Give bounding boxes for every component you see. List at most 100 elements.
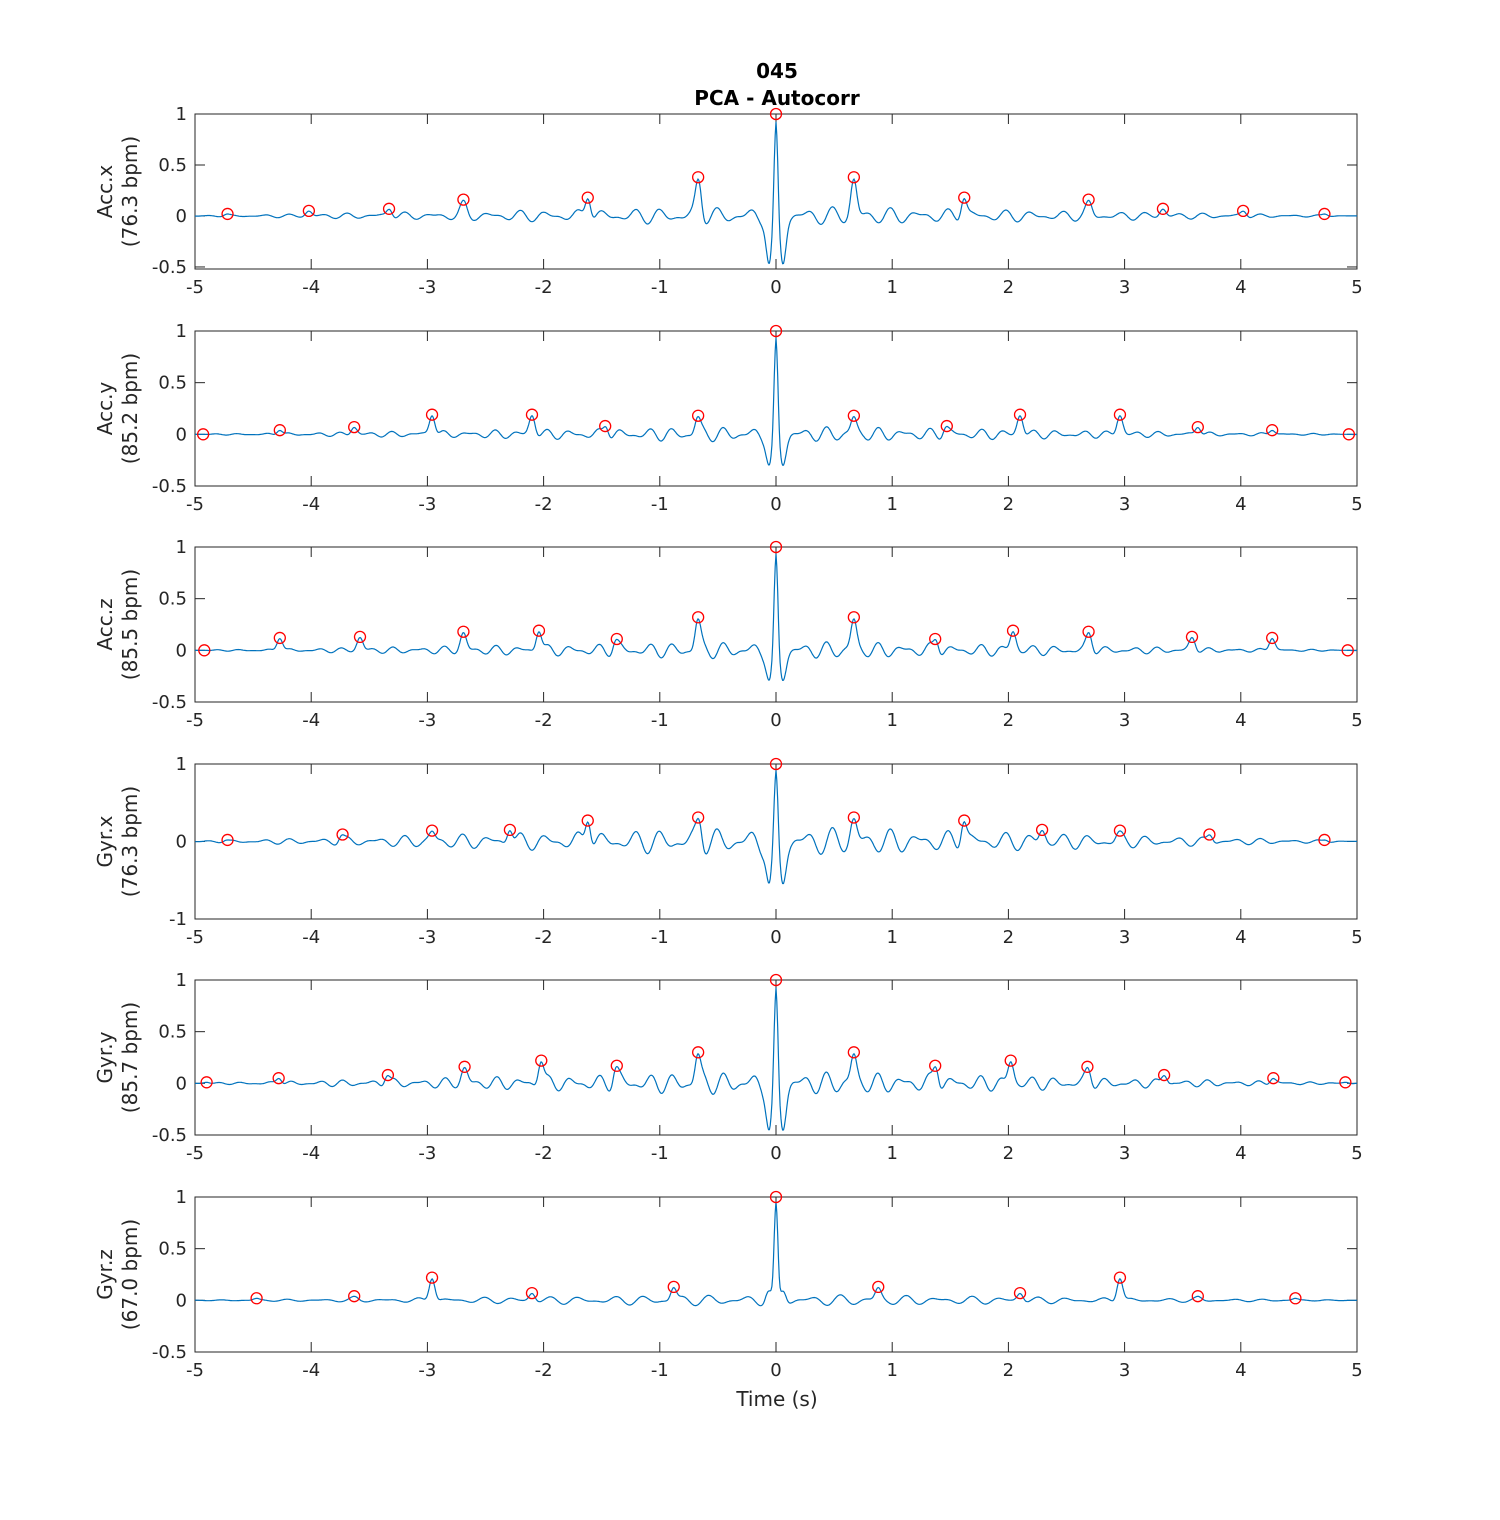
peak-marker — [691, 811, 705, 824]
x-tick-label: 1 — [886, 1360, 897, 1381]
peak-marker — [200, 1076, 213, 1089]
y-tick-label: 0 — [176, 206, 187, 227]
y-tick-label: 0 — [176, 1073, 187, 1094]
x-tick-label: -5 — [186, 1360, 204, 1381]
subplot-1: -5 -4 -3 -2 -1 0 1 2 3 4 5 -0.5 0 0.5 1 Acc.x (76.3 bpm) — [93, 104, 1363, 298]
peak-marker — [1266, 631, 1279, 645]
x-tick-label: 2 — [1003, 277, 1014, 298]
peak-marker — [525, 1286, 539, 1300]
peak-marker — [458, 1060, 471, 1073]
x-tick-label: 5 — [1351, 927, 1362, 948]
peak-marker — [1266, 424, 1279, 437]
x-tick-label: 0 — [770, 710, 781, 731]
peak-marker — [273, 631, 286, 645]
peak-marker — [1113, 408, 1127, 421]
y-axis-label-line1: Acc.y — [93, 382, 117, 436]
x-tick-label: 2 — [1003, 710, 1014, 731]
x-tick-label: -4 — [302, 1143, 320, 1164]
peak-marker — [1013, 1286, 1027, 1300]
peak-marker — [1004, 1054, 1017, 1067]
x-tick-label: 0 — [770, 1360, 781, 1381]
peak-marker — [250, 1292, 263, 1305]
peak-marker — [847, 1046, 861, 1059]
peak-marker — [1339, 1076, 1352, 1089]
y-tick-label: -1 — [169, 909, 187, 930]
x-tick-label: 0 — [770, 494, 781, 515]
autocorr-series-line — [195, 553, 1358, 681]
peak-marker — [348, 1290, 361, 1303]
y-tick-label: 1 — [176, 754, 187, 775]
y-tick-label: -0.5 — [152, 257, 187, 278]
y-axis-label-line2: (76.3 bpm) — [118, 136, 142, 247]
subplot-2: -5 -4 -3 -2 -1 0 1 2 3 4 5 -0.5 0 0.5 1 Acc.y (85.2 bpm) — [93, 321, 1363, 515]
subplot-6: -5 -4 -3 -2 -1 0 1 2 3 4 5 -0.5 0 0.5 1 Gyr.z (67.0 bpm) — [93, 1187, 1363, 1381]
peak-marker — [581, 814, 594, 827]
x-tick-label: 4 — [1235, 277, 1246, 298]
y-tick-label: -0.5 — [152, 1342, 187, 1363]
peak-marker — [273, 424, 286, 437]
peak-marker — [457, 625, 470, 638]
x-tick-label: 2 — [1003, 1360, 1014, 1381]
peak-marker — [272, 1072, 285, 1085]
x-tick-label: 5 — [1351, 494, 1362, 515]
y-tick-label: -0.5 — [152, 1125, 187, 1146]
peak-marker — [847, 611, 861, 624]
x-tick-label: -5 — [186, 927, 204, 948]
peak-marker — [1191, 1290, 1204, 1303]
peak-marker — [1185, 630, 1199, 644]
peak-marker — [1013, 408, 1027, 421]
figure-title-line2: PCA - Autocorr — [694, 86, 860, 110]
axes-box — [194, 330, 1358, 487]
y-tick-label: -0.5 — [152, 692, 187, 713]
y-tick-label: 1 — [176, 321, 187, 342]
x-tick-label: 0 — [770, 1143, 781, 1164]
x-tick-label: 4 — [1235, 927, 1246, 948]
peak-marker — [610, 632, 623, 646]
x-tick-label: 3 — [1119, 927, 1130, 948]
x-tick-label: -2 — [535, 710, 553, 731]
autocorr-series-line — [195, 337, 1357, 466]
peak-marker — [1342, 428, 1356, 441]
x-tick-label: 3 — [1119, 277, 1130, 298]
x-tick-label: -3 — [418, 494, 436, 515]
x-tick-label: 3 — [1119, 1143, 1130, 1164]
peak-marker — [302, 204, 316, 218]
x-tick-label: -1 — [651, 277, 669, 298]
peak-marker — [1289, 1292, 1302, 1305]
y-axis-label-line2: (85.2 bpm) — [118, 353, 142, 464]
peak-marker — [221, 833, 234, 847]
axes-box — [194, 546, 1358, 703]
y-axis-label-line2: (67.0 bpm) — [118, 1219, 142, 1330]
y-tick-label: 1 — [176, 104, 187, 125]
peak-marker — [691, 1046, 705, 1059]
peak-marker — [581, 191, 594, 204]
x-tick-label: -4 — [302, 494, 320, 515]
peak-marker — [929, 1059, 942, 1072]
x-tick-label: 3 — [1119, 710, 1130, 731]
x-tick-label: 4 — [1235, 1143, 1246, 1164]
y-tick-label: 0.5 — [158, 373, 187, 394]
autocorr-series-line — [195, 770, 1358, 885]
axes-box — [194, 1196, 1358, 1353]
axes-box — [194, 979, 1358, 1136]
x-tick-label: 1 — [886, 277, 897, 298]
x-tick-label: 1 — [886, 710, 897, 731]
peak-marker — [929, 632, 942, 646]
x-tick-label: 3 — [1119, 494, 1130, 515]
autocorr-series-line — [195, 121, 1358, 265]
y-tick-label: 0 — [176, 424, 187, 445]
peak-marker — [503, 823, 517, 837]
peak-marker — [769, 540, 783, 554]
peak-marker — [610, 1059, 623, 1072]
peak-marker — [1006, 624, 1020, 637]
peak-marker — [1341, 644, 1354, 657]
y-axis-label-line1: Gyr.y — [93, 1031, 117, 1083]
x-tick-label: -2 — [535, 277, 553, 298]
x-tick-label: 5 — [1351, 1360, 1362, 1381]
x-tick-label: 3 — [1119, 1360, 1130, 1381]
peak-marker — [769, 757, 783, 771]
peak-marker — [599, 419, 612, 433]
peak-marker — [1082, 625, 1095, 638]
peak-marker — [1035, 823, 1049, 837]
peak-marker — [425, 408, 439, 421]
